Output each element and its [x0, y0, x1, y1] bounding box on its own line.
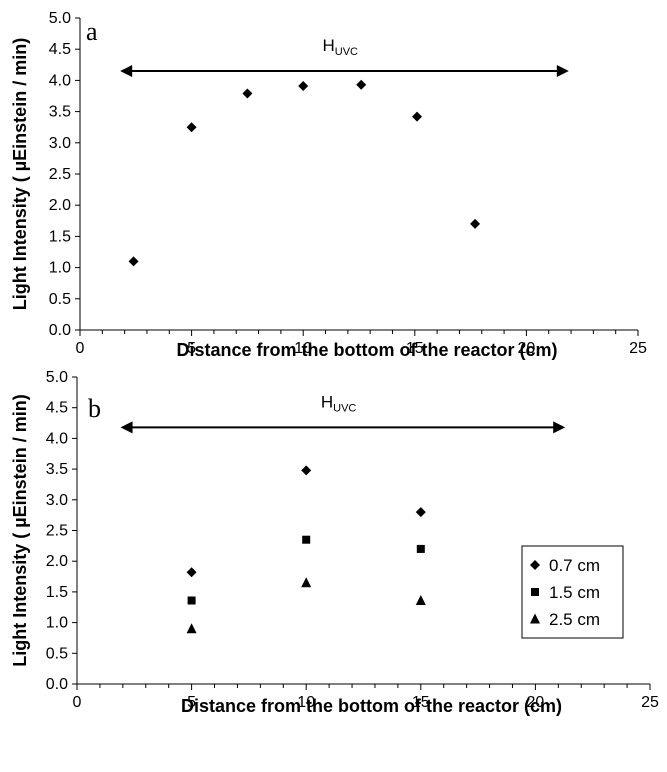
y-tick-label: 1.0	[49, 260, 71, 277]
huvc-annotation: HUVC	[322, 36, 358, 58]
y-tick-label: 4.0	[46, 430, 68, 447]
chart-panel-b: 0.0 0.5 1.0 1.5 2.0 2.5 3.0 3.5 4.0 4.5 5.0 0 5 10 15 2…	[10, 369, 659, 716]
data-point	[128, 256, 139, 267]
y-tick-label: 1.5	[46, 584, 68, 601]
y-tick-label: 4.5	[49, 41, 71, 58]
y-tick-label: 2.5	[49, 166, 71, 183]
y-tick-label: 3.5	[49, 104, 71, 121]
x-tick-label: 15	[412, 694, 430, 711]
data-point	[242, 88, 253, 99]
y-axis-title: Light Intensity ( µEinstein / min)	[10, 394, 30, 666]
legend-marker	[531, 588, 539, 596]
legend-label: 1.5 cm	[549, 583, 600, 602]
y-tick-label: 3.5	[46, 461, 68, 478]
y-tick-label: 2.0	[46, 553, 68, 570]
x-tick-label: 20	[527, 694, 545, 711]
y-tick-label: 0.5	[49, 291, 71, 308]
arrow-head-right	[553, 421, 566, 434]
y-tick-label: 0.5	[46, 645, 68, 662]
y-tick-label: 2.0	[49, 197, 71, 214]
panel-label: b	[88, 394, 101, 423]
data-point	[186, 623, 197, 634]
data-point	[412, 111, 423, 122]
x-tick-label: 10	[294, 340, 312, 357]
data-point	[301, 465, 312, 476]
arrow-head-right	[556, 65, 569, 78]
huvc-annotation: HUVC	[321, 392, 357, 414]
data-point	[301, 577, 312, 588]
x-tick-label: 10	[297, 694, 315, 711]
data-point	[416, 544, 425, 553]
data-point	[415, 594, 426, 605]
y-tick-label: 4.0	[49, 72, 71, 89]
x-tick-label: 25	[641, 694, 659, 711]
data-point	[302, 535, 311, 544]
data-point	[187, 596, 196, 605]
y-tick-label: 5.0	[49, 10, 71, 27]
panel-label: a	[86, 17, 98, 46]
x-tick-label: 5	[187, 694, 196, 711]
y-tick-label: 0.0	[49, 322, 71, 339]
arrow-head-left	[120, 65, 133, 78]
data-point	[415, 507, 426, 518]
y-tick-label: 4.5	[46, 400, 68, 417]
x-tick-label: 0	[76, 340, 85, 357]
y-tick-label: 3.0	[46, 492, 68, 509]
x-tick-label: 5	[187, 340, 196, 357]
data-point	[186, 567, 197, 578]
y-tick-label: 0.0	[46, 676, 68, 693]
y-tick-label: 1.0	[46, 615, 68, 632]
arrow-head-left	[120, 421, 133, 434]
legend: 0.7 cm 1.5 cm 2.5 cm	[521, 545, 624, 639]
legend-label: 0.7 cm	[549, 556, 600, 575]
y-axis-title: Light Intensity ( µEinstein / min)	[10, 38, 30, 310]
x-axis-title: Distance from the bottom of the reactor …	[176, 340, 557, 360]
x-axis-title: Distance from the bottom of the reactor …	[181, 696, 562, 716]
y-tick-label: 2.5	[46, 523, 68, 540]
chart-panel-a: 0.0 0.5 1.0 1.5 2.0 2.5 3.0 3.5 4.0 4.5 5.0 0 5 10 15 2…	[10, 10, 647, 360]
data-point	[356, 79, 367, 90]
y-tick-label: 5.0	[46, 369, 68, 386]
legend-marker	[530, 560, 540, 570]
x-tick-label: 25	[629, 340, 647, 357]
data-point	[298, 81, 309, 92]
x-tick-label: 20	[518, 340, 536, 357]
y-tick-label: 3.0	[49, 135, 71, 152]
legend-marker	[530, 613, 540, 624]
data-point	[470, 218, 481, 229]
x-tick-label: 0	[73, 694, 82, 711]
x-tick-label: 15	[406, 340, 424, 357]
y-tick-label: 1.5	[49, 228, 71, 245]
data-point	[186, 122, 197, 133]
legend-label: 2.5 cm	[549, 610, 600, 629]
